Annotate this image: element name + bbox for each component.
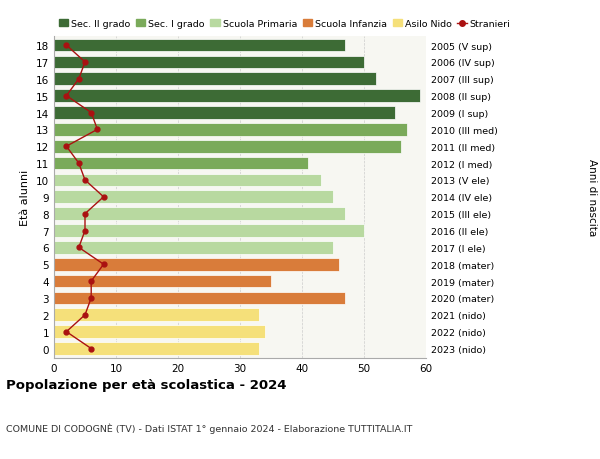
Bar [54, 56, 364, 69]
Bar [54, 174, 320, 187]
Text: Popolazione per età scolastica - 2024: Popolazione per età scolastica - 2024 [6, 379, 287, 392]
Bar [54, 342, 259, 355]
Bar [54, 292, 346, 305]
Bar [54, 90, 420, 103]
Bar [54, 73, 376, 86]
Bar [54, 325, 265, 338]
Text: COMUNE DI CODOGNÈ (TV) - Dati ISTAT 1° gennaio 2024 - Elaborazione TUTTITALIA.IT: COMUNE DI CODOGNÈ (TV) - Dati ISTAT 1° g… [6, 422, 412, 433]
Bar [54, 225, 364, 237]
Bar [54, 39, 346, 52]
Bar [54, 258, 339, 271]
Bar [54, 157, 308, 170]
Bar [54, 208, 346, 220]
Bar [54, 140, 401, 153]
Bar [54, 309, 259, 321]
Text: Anni di nascita: Anni di nascita [587, 159, 597, 236]
Bar [54, 275, 271, 288]
Bar [54, 124, 407, 136]
Bar [54, 107, 395, 119]
Bar [54, 191, 333, 204]
Bar [54, 241, 333, 254]
Legend: Sec. II grado, Sec. I grado, Scuola Primaria, Scuola Infanzia, Asilo Nido, Stran: Sec. II grado, Sec. I grado, Scuola Prim… [59, 20, 511, 29]
Y-axis label: Età alunni: Età alunni [20, 169, 31, 225]
